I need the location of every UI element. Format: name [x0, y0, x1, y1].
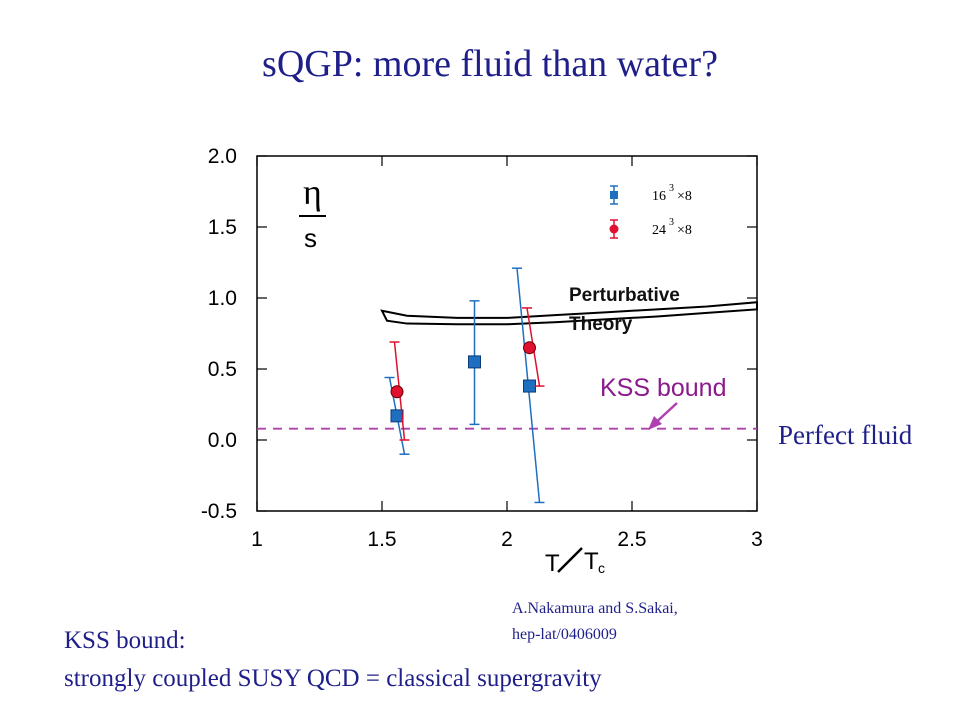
x-tick-label: 1.5 [367, 528, 396, 551]
legend-label-tail: ×8 [677, 223, 692, 238]
kss-note-text: strongly coupled SUSY QCD = classical su… [64, 665, 602, 692]
perfect-fluid-label: Perfect fluid [778, 420, 913, 450]
data-point-square [523, 379, 536, 393]
x-tick-label: 2 [501, 528, 513, 551]
legend-label-base: 24 [652, 223, 666, 238]
y-tick-label: 0.0 [208, 429, 237, 452]
data-point-circle [523, 341, 536, 355]
x-axis-label: T [545, 550, 560, 577]
kss-note: KSS bound: strongly coupled SUSY QCD = c… [64, 622, 602, 698]
legend-label-exp: 3 [669, 183, 674, 194]
x-axis-label-sub: c [598, 560, 605, 576]
legend-label-exp: 3 [669, 217, 674, 228]
perturbative-theory-band [380, 301, 758, 326]
kss-bound-label: KSS bound [600, 374, 727, 402]
x-axis-label-slash [557, 547, 583, 573]
citation-authors: A.Nakamura and S.Sakai, [512, 600, 678, 617]
x-axis-label-t: T [584, 548, 599, 575]
y-tick-label: -0.5 [201, 500, 237, 523]
perturbative-label: Perturbative [569, 285, 680, 306]
legend-label-tail: ×8 [677, 189, 692, 204]
x-tick-label: 1 [251, 528, 263, 551]
x-tick-label: 2.5 [617, 528, 646, 551]
y-tick-label: 0.5 [208, 358, 237, 381]
slide-title: sQGP: more fluid than water? [262, 43, 718, 85]
kss-note-heading: KSS bound: [64, 627, 186, 654]
legend-square-marker [610, 191, 618, 199]
plot-frame [256, 155, 758, 512]
y-tick-label: 1.5 [208, 216, 237, 239]
kss-bound-arrow-head [648, 416, 662, 430]
y-axis-label-s: s [304, 223, 317, 253]
citation-reference: hep-lat/0406009 [512, 626, 617, 643]
legend-label-base: 16 [652, 189, 666, 204]
x-tick-label: 3 [751, 528, 763, 551]
y-tick-label: 1.0 [208, 287, 237, 310]
data-point-circle [390, 385, 404, 399]
data-point-square [390, 409, 404, 423]
y-tick-label: 2.0 [208, 145, 237, 168]
y-axis-label-eta: η [303, 172, 322, 212]
citation: A.Nakamura and S.Sakai, hep-lat/0406009 [512, 596, 678, 648]
data-point-square [468, 355, 481, 369]
theory-label: Theory [569, 314, 633, 335]
legend-circle-marker [609, 224, 619, 234]
